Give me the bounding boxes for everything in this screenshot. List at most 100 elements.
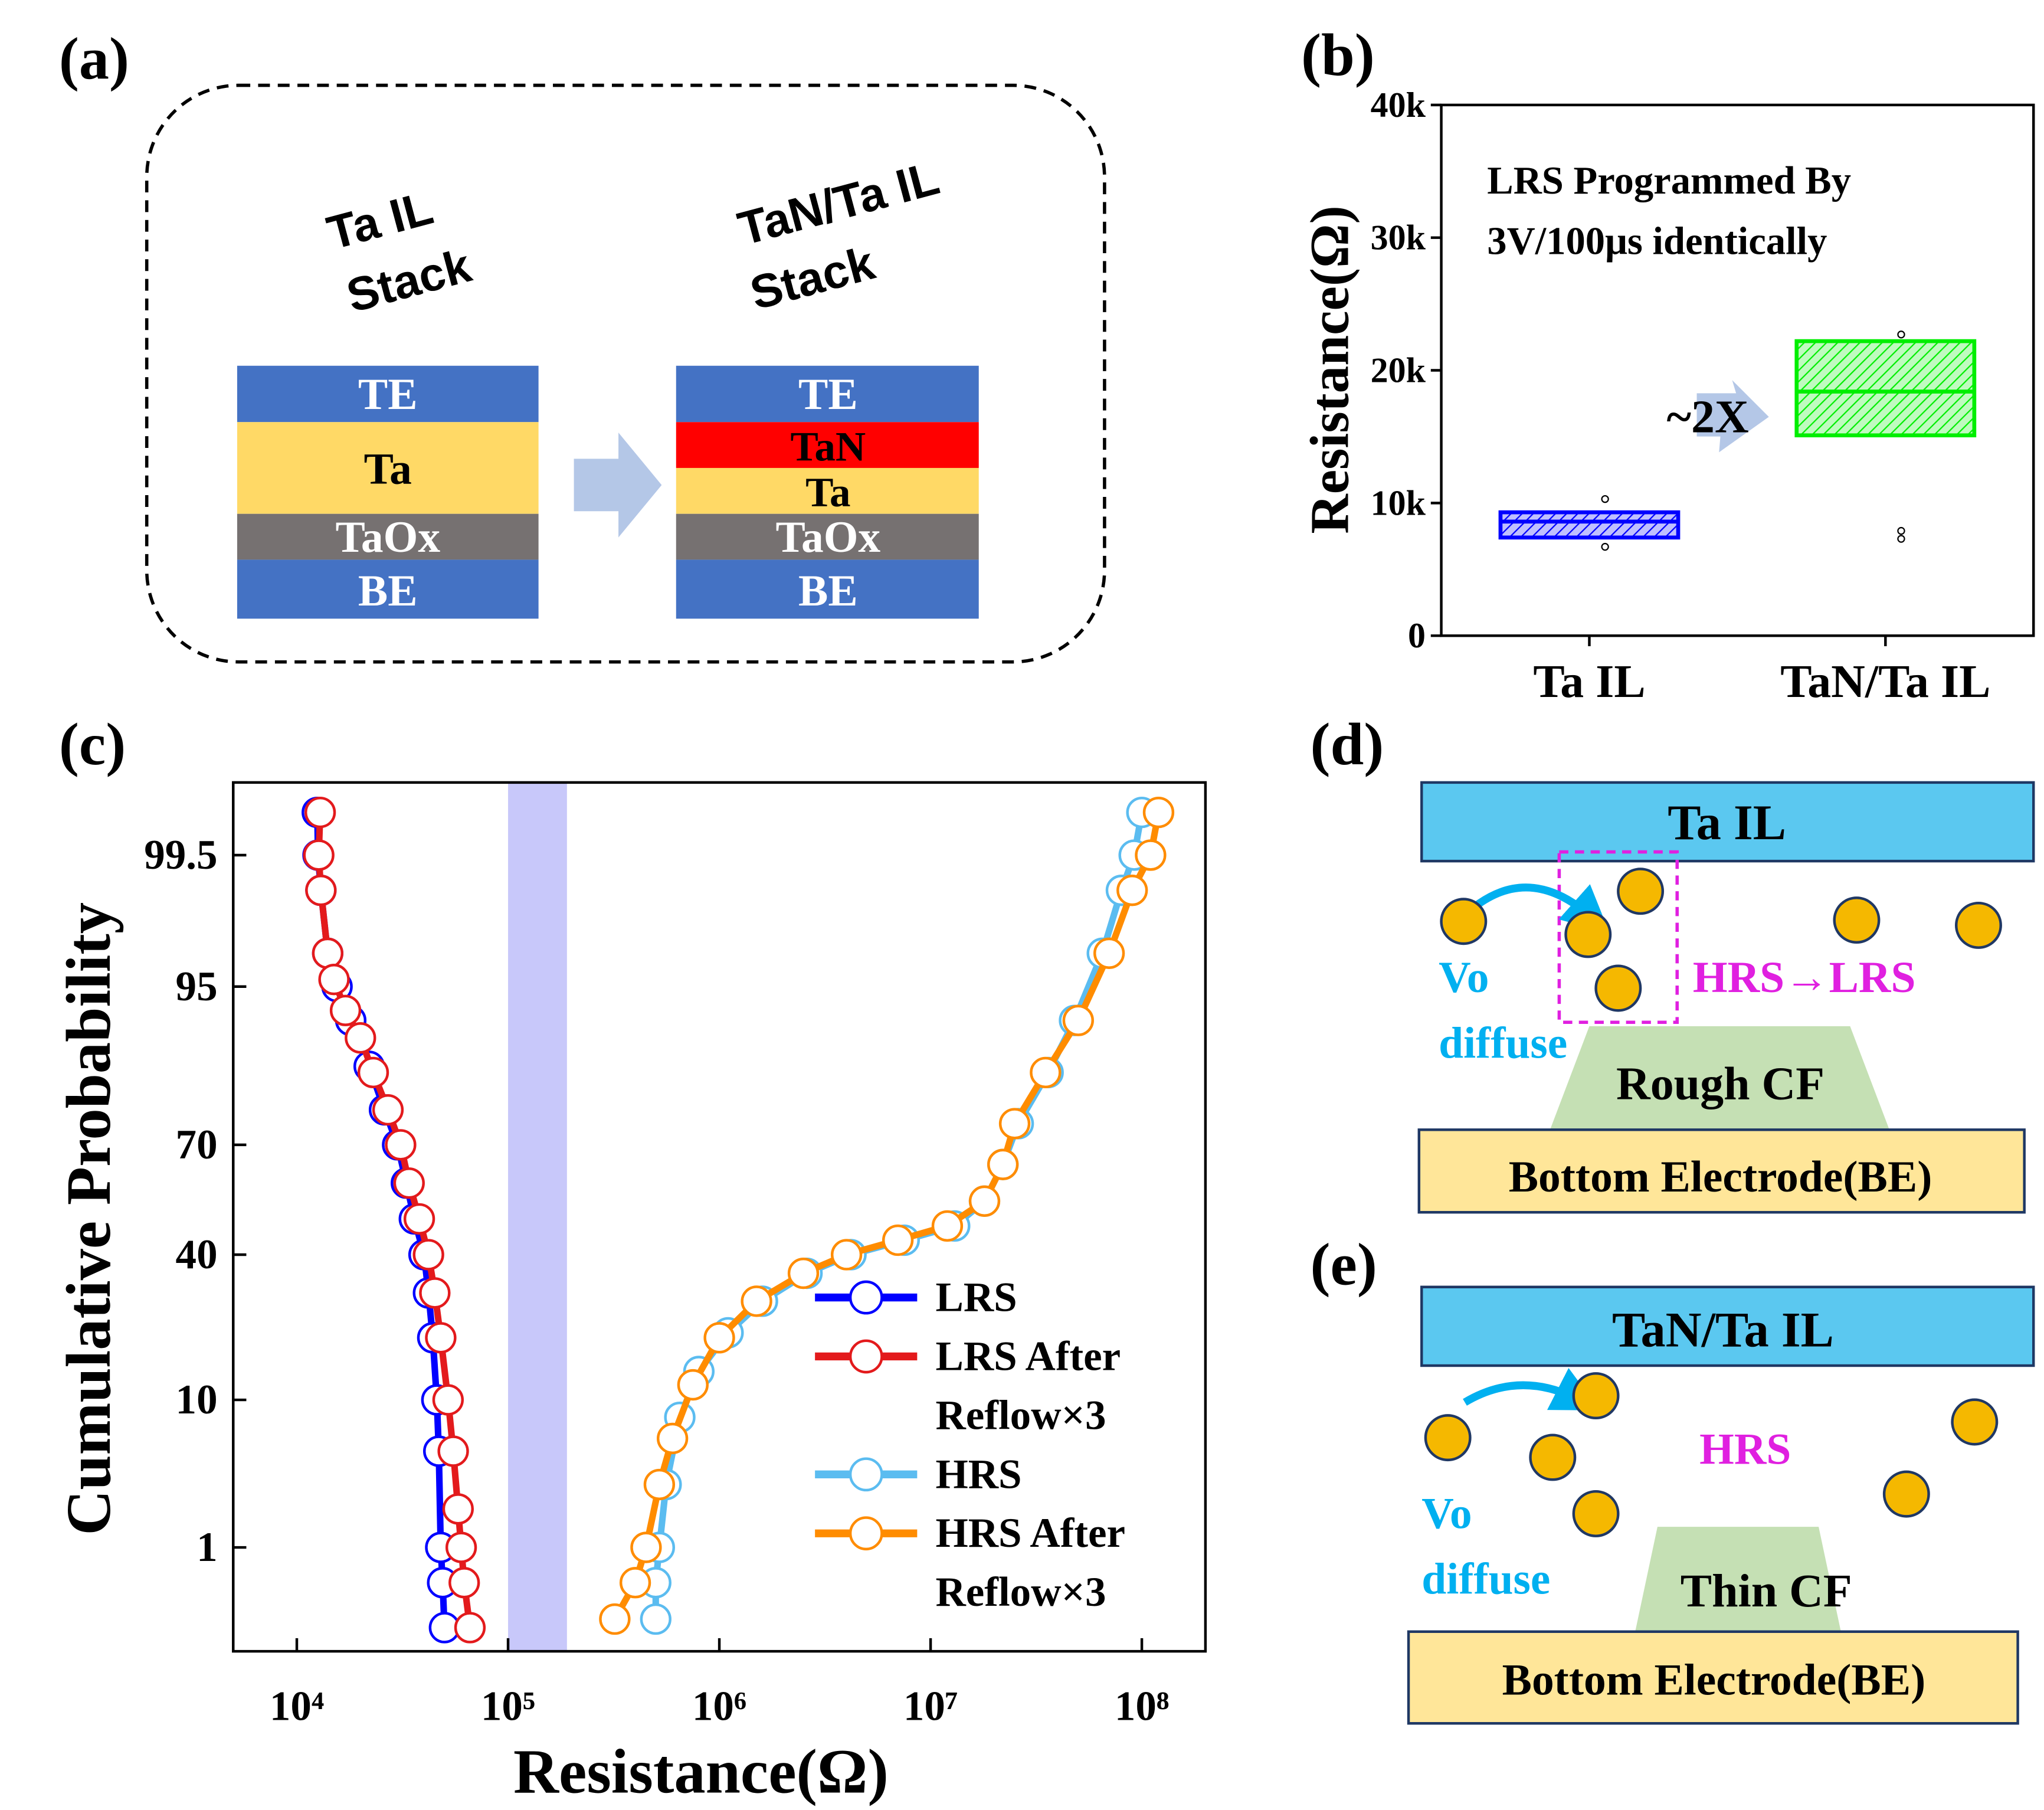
data-point [448, 1567, 480, 1599]
legend-label: HRS [935, 1451, 1021, 1497]
layer-label: TE [358, 370, 418, 419]
data-point [931, 1210, 964, 1242]
data-point [998, 1108, 1031, 1140]
box [1794, 339, 1977, 438]
layer [237, 513, 539, 560]
legend-label: HRS After Reflow×3 [935, 1510, 1135, 1615]
series-line [652, 811, 1145, 1619]
y-tick-label: 20k [1371, 351, 1426, 390]
y-axis-label: Resistance(Ω) [1299, 205, 1360, 533]
label: HRS [1699, 1425, 1791, 1474]
arrow [1475, 883, 1610, 934]
data-point [304, 796, 336, 829]
layer-label: Ta [364, 445, 412, 494]
panel-label: (e) [1311, 1232, 1377, 1298]
data-point [741, 1285, 772, 1317]
vacancies [1424, 1372, 1999, 1537]
x-tick-label: Ta IL [1533, 656, 1645, 708]
label: Rough CF [1616, 1058, 1824, 1110]
data-point [425, 1322, 457, 1354]
data-point [445, 1531, 477, 1563]
label: Vo [1439, 953, 1489, 1002]
box [1498, 510, 1681, 540]
layer [237, 559, 539, 619]
label: diffuse [1439, 1019, 1567, 1068]
label: Vo [1421, 1489, 1472, 1538]
plot-frame [232, 781, 1207, 1653]
annotation: 3V/100μs identically [1487, 220, 1827, 263]
data-point [882, 1224, 914, 1256]
layer [1407, 1630, 2019, 1725]
layer-label: Ta IL [1668, 796, 1786, 850]
layer-label: TaOx [776, 513, 881, 562]
data-point [1093, 937, 1125, 969]
y-tick-label: 70 [176, 1122, 218, 1168]
layer-label: TaN/Ta IL [1612, 1303, 1834, 1358]
filament [1635, 1527, 1841, 1632]
label: diffuse [1421, 1554, 1550, 1603]
label: HRS→LRS [1693, 953, 1916, 1002]
data-point [403, 1203, 435, 1235]
outlier [1601, 542, 1609, 551]
layer [1420, 781, 2035, 863]
data-point [987, 1148, 1019, 1180]
layer-label: BE [358, 567, 418, 616]
layer-label: TaN [791, 424, 866, 470]
x-tick-label: 10⁶ [692, 1683, 746, 1729]
data-point [432, 1384, 464, 1416]
data-point [345, 1022, 376, 1054]
legend-marker [849, 1280, 883, 1315]
arrow [1463, 1367, 1600, 1410]
x-tick-label: 10⁸ [1115, 1683, 1169, 1729]
data-point [1116, 875, 1148, 906]
y-tick-label: 10 [176, 1377, 218, 1423]
layer-label: TE [798, 370, 858, 419]
series-line [612, 811, 1162, 1621]
y-tick-label: 1 [196, 1524, 218, 1570]
layer [237, 422, 539, 514]
legend-marker [849, 1516, 883, 1551]
vacancies [1440, 868, 2002, 1012]
layer-label: BE [798, 567, 858, 616]
y-tick-label: 10k [1371, 483, 1426, 522]
y-tick-label: 95 [176, 964, 218, 1010]
arrow [574, 433, 662, 538]
panel-label: (a) [59, 26, 129, 93]
outlier [1897, 330, 1905, 339]
data-point [329, 994, 362, 1026]
data-point [1030, 1056, 1062, 1089]
arrow [1696, 380, 1769, 453]
y-tick-label: 40 [176, 1232, 218, 1278]
layer-label: Ta [805, 470, 850, 516]
y-tick-label: 0 [1408, 616, 1426, 655]
y-tick-label: 99.5 [144, 832, 217, 878]
stack-title: TaN/Ta IL [733, 151, 945, 255]
legend-label: LRS After Reflow×3 [935, 1333, 1130, 1438]
annotation: ~2X [1666, 391, 1748, 443]
panel-label: (d) [1311, 711, 1384, 778]
x-tick-label: TaN/Ta IL [1780, 656, 1990, 708]
legend-label: LRS [935, 1275, 1017, 1321]
legend-marker [849, 1457, 883, 1492]
outlier [1897, 535, 1905, 543]
layer [676, 365, 979, 423]
data-point [454, 1612, 486, 1644]
layer [676, 559, 979, 619]
layer [676, 513, 979, 560]
x-axis-label: Resistance(Ω) [513, 1737, 889, 1806]
data-point [419, 1277, 451, 1309]
layer-label: TaOx [335, 513, 440, 562]
stack-title: Ta IL [322, 181, 438, 260]
x-tick-label: 10⁴ [270, 1683, 324, 1729]
legend-marker [849, 1339, 883, 1374]
data-point [393, 1167, 425, 1199]
layer-label: Bottom Electrode(BE) [1509, 1153, 1932, 1202]
layer [237, 365, 539, 423]
data-point [787, 1257, 820, 1289]
data-point [303, 839, 335, 871]
data-point [357, 1056, 389, 1089]
data-point [677, 1369, 709, 1401]
data-point [312, 937, 343, 969]
